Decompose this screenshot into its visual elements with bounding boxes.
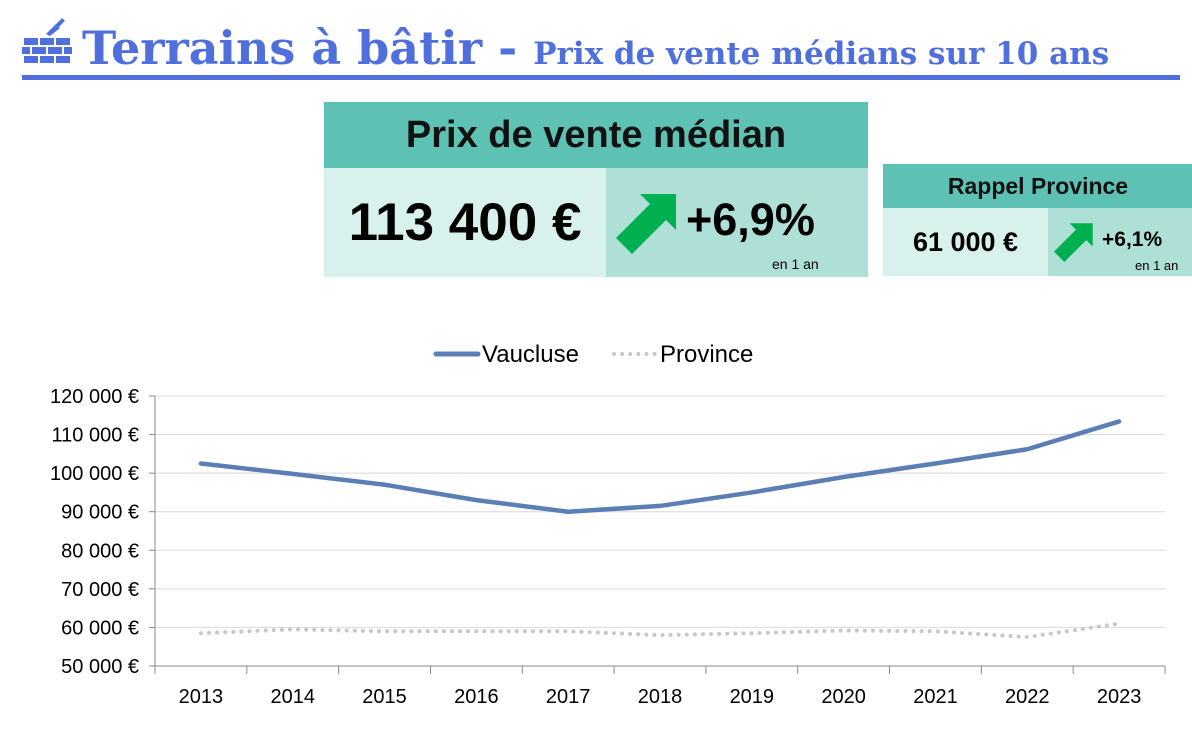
x-tick-label: 2021 [913,686,958,708]
kpi-main-heading: Prix de vente médian [324,102,868,168]
y-tick-label: 80 000 € [61,540,139,562]
up-right-arrow-icon [1054,223,1093,262]
x-tick-label: 2019 [730,686,775,708]
y-tick-label: 90 000 € [61,502,139,524]
x-tick-label: 2022 [1005,686,1050,708]
page-subtitle: Prix de vente médians sur 10 ans [533,36,1110,72]
series-line-vaucluse [198,419,1122,514]
y-tick-label: 110 000 € [52,425,140,447]
legend-label-vaucluse: Vaucluse [482,341,579,368]
up-right-arrow-icon [616,194,676,254]
kpi-province-change-value: +6,1% [1102,228,1163,251]
x-tick-label: 2023 [1097,686,1142,708]
line-chart: 50 000 € 60 000 € 70 000 € 80 000 € 90 000 €… [50,341,1166,708]
x-tick-label: 2016 [454,686,499,708]
x-tick-label: 2020 [821,686,866,708]
x-tick-label: 2014 [270,686,315,708]
kpi-main-change-value: +6,9% [686,194,815,245]
kpi-main-value: 113 400 € [324,168,606,277]
kpi-main-change-cell: +6,9% en 1 an [606,168,868,277]
series-line-province [198,621,1122,640]
brick-wall-trowel-icon [22,18,72,63]
x-tick-label: 2013 [179,686,224,708]
page-title: Terrains à bâtir - Prix de vente médians… [82,18,1109,84]
kpi-main-change-note: en 1 an [772,256,819,272]
y-tick-label: 70 000 € [61,579,139,601]
kpi-province-heading: Rappel Province [883,164,1192,208]
y-tick-label: 50 000 € [61,656,139,678]
title-bar: Terrains à bâtir - Prix de vente médians… [22,10,1180,80]
x-tick-label: 2018 [638,686,683,708]
kpi-province-change-cell: +6,1% en 1 an [1048,208,1192,276]
y-tick-label: 100 000 € [50,463,139,485]
y-tick-label: 120 000 € [50,386,139,408]
y-tick-label: 60 000 € [61,617,139,639]
x-tick-label: 2017 [546,686,591,708]
kpi-province-value: 61 000 € [883,208,1048,276]
kpi-province-change-note: en 1 an [1135,258,1179,273]
title-main-text: Terrains à bâtir - [82,21,534,75]
title-underline [22,75,1180,80]
kpi-province-card: Rappel Province 61 000 € +6,1% en 1 an [883,164,1192,276]
legend-label-province: Province [660,341,753,368]
kpi-main-card: Prix de vente médian 113 400 € +6,9% en … [324,102,868,277]
x-tick-label: 2015 [362,686,407,708]
